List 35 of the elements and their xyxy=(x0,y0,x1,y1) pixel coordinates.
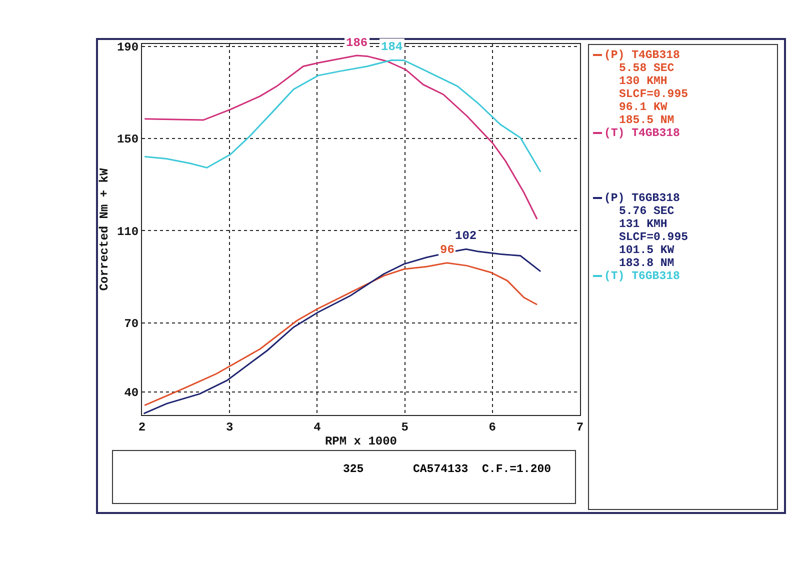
legend-label: (T) T6GB318 xyxy=(604,270,680,283)
text: 183.8 NM xyxy=(618,257,676,270)
y-tick-label: 40 xyxy=(124,386,139,400)
text: 96.1 KW xyxy=(618,101,668,114)
line-series xyxy=(144,54,538,220)
legend-label: (T) T4GB318 xyxy=(604,127,680,140)
x-tick-label: 2 xyxy=(138,420,146,434)
text: 130 KMH xyxy=(618,75,668,88)
text: SLCF=0.995 xyxy=(618,88,690,101)
text: 5.58 SEC xyxy=(618,62,676,75)
x-tick-label: 5 xyxy=(401,420,408,434)
x-tick-label: 4 xyxy=(314,420,321,434)
annotation: 102 xyxy=(455,229,477,243)
y-tick-label: 110 xyxy=(116,224,139,239)
annotation: 96 xyxy=(440,243,454,257)
y-tick-label: 150 xyxy=(116,132,139,147)
y-axis-title: Corrected Nm + kW xyxy=(97,167,112,291)
y-tick-label: 190 xyxy=(116,40,139,54)
legend-label: (P) T6GB318 xyxy=(604,192,680,205)
x-axis-title: RPM x 1000 xyxy=(324,434,398,448)
y-tick-label: 70 xyxy=(124,317,139,332)
text: CA574133 C.F.=1.200 xyxy=(413,463,552,476)
x-tick-label: 6 xyxy=(488,420,496,434)
annotation: 184 xyxy=(381,40,403,54)
legend-label: (P) T4GB318 xyxy=(604,49,680,62)
text: 325 xyxy=(343,463,364,476)
x-tick-label: 7 xyxy=(576,420,584,434)
text: SLCF=0.995 xyxy=(618,231,690,244)
text: 185.5 NM xyxy=(618,114,676,127)
text: 131 KMH xyxy=(618,218,668,231)
line-series xyxy=(144,59,542,173)
text: 5.76 SEC xyxy=(618,205,676,218)
x-tick-label: 3 xyxy=(226,420,234,434)
annotation: 186 xyxy=(346,36,368,50)
text: 101.5 KW xyxy=(618,244,676,257)
